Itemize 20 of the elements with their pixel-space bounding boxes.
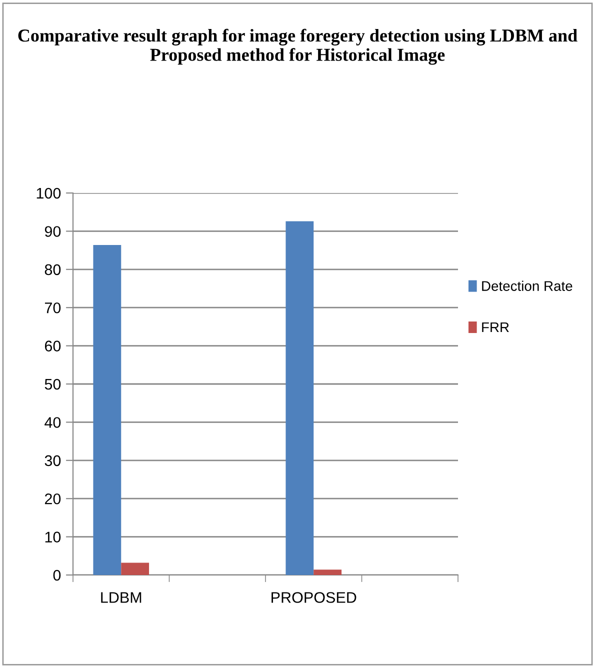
bar	[93, 244, 122, 575]
y-tick-label: 100	[36, 188, 61, 199]
y-tick-label: 10	[45, 532, 61, 542]
y-tick-label: 40	[44, 417, 61, 428]
y-tick-label: 70	[44, 302, 61, 314]
legend-label: FRR	[482, 322, 509, 332]
y-tick-label: 50	[44, 378, 61, 390]
bar	[286, 221, 314, 575]
bar	[121, 562, 150, 575]
y-tick-label: 30	[44, 455, 61, 466]
bar	[314, 570, 342, 575]
x-tick-label: PROPOSED	[272, 592, 356, 603]
y-tick-label: 90	[44, 226, 61, 237]
y-tick-label: 20	[44, 493, 61, 504]
y-tick-label: 60	[44, 340, 61, 352]
chart-title: Comparative result graph for image foregery detection using LDBM and Proposed method for Historical Image	[18, 28, 578, 65]
x-tick-label: LDBM	[101, 592, 142, 603]
legend-label: Detection Rate	[482, 280, 572, 291]
y-tick-label: 0	[53, 570, 61, 581]
y-tick-label: 80	[44, 264, 61, 276]
